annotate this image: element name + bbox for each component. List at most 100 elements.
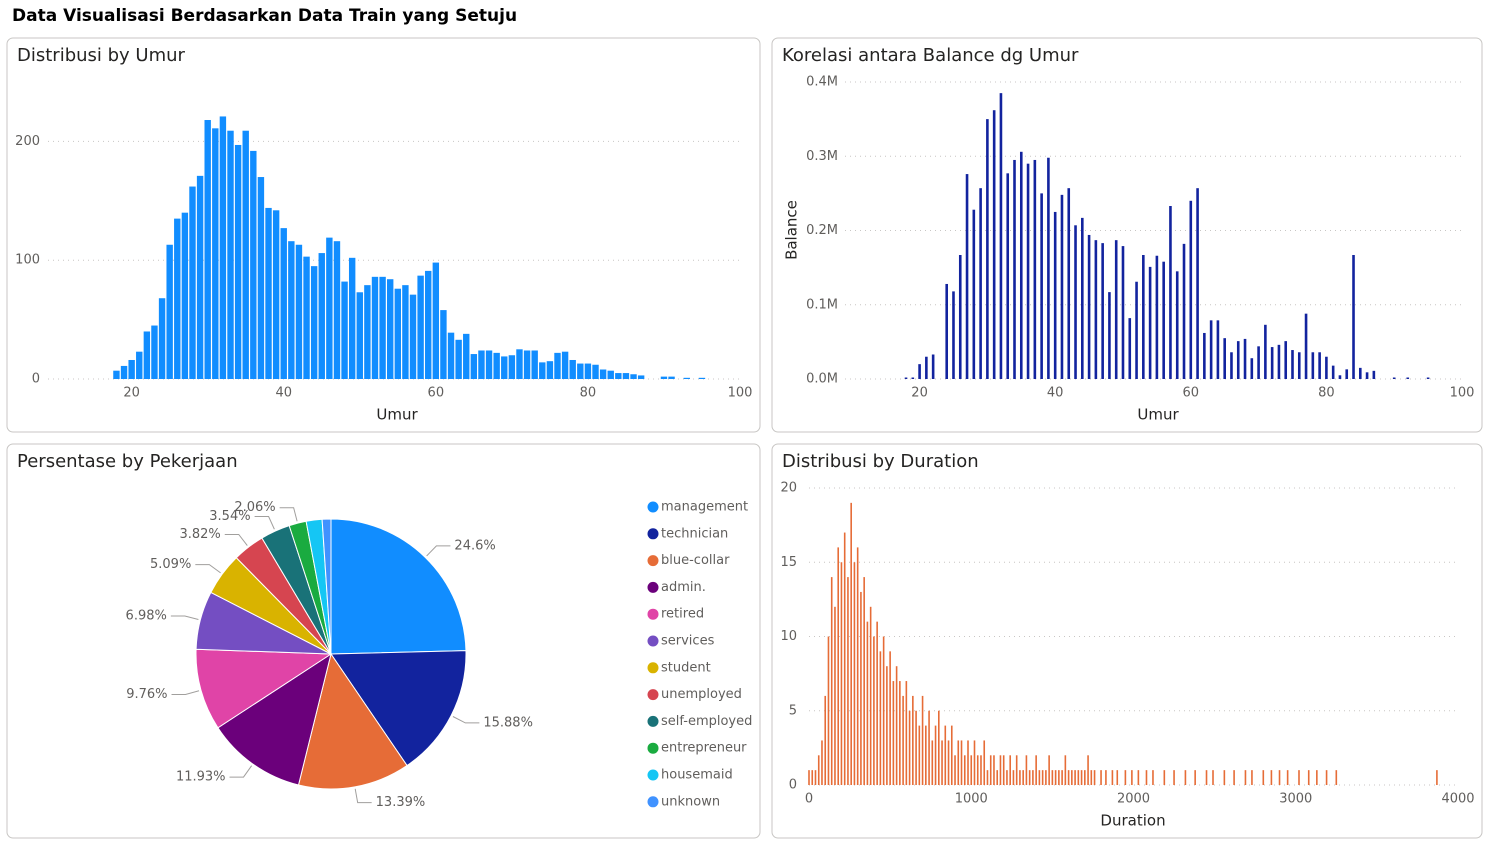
bar bbox=[1135, 281, 1138, 379]
legend-marker bbox=[647, 635, 659, 647]
bar bbox=[1436, 770, 1438, 785]
bar bbox=[941, 740, 943, 785]
bar bbox=[1250, 358, 1254, 379]
data-label: 2.06% bbox=[234, 500, 275, 515]
bar bbox=[303, 256, 310, 379]
bar bbox=[1074, 225, 1077, 379]
x-tick-label: 20 bbox=[911, 386, 928, 401]
bar bbox=[288, 241, 295, 379]
bar bbox=[196, 175, 204, 379]
bar bbox=[908, 710, 911, 785]
bar bbox=[1352, 255, 1355, 379]
bar bbox=[983, 740, 986, 785]
x-tick-label: 0 bbox=[805, 792, 813, 807]
bar bbox=[341, 281, 348, 379]
x-axis-title: Duration bbox=[1100, 812, 1165, 830]
bar bbox=[569, 359, 576, 379]
bar bbox=[143, 331, 151, 379]
bar bbox=[1318, 352, 1321, 379]
bar bbox=[895, 666, 898, 785]
bar bbox=[1077, 770, 1080, 785]
bar bbox=[698, 377, 706, 379]
y-tick-label: 0.1M bbox=[806, 297, 838, 312]
bar bbox=[257, 177, 265, 379]
bar bbox=[1325, 770, 1328, 785]
bar bbox=[1262, 770, 1265, 785]
bar bbox=[1196, 188, 1199, 379]
bar bbox=[181, 212, 189, 379]
bar bbox=[850, 502, 852, 785]
bar bbox=[1304, 313, 1308, 379]
bar bbox=[1233, 770, 1235, 785]
legend-label: unemployed bbox=[661, 687, 742, 702]
bar bbox=[272, 210, 280, 379]
bar bbox=[326, 237, 333, 379]
bar bbox=[1012, 770, 1015, 785]
bar bbox=[1048, 755, 1050, 785]
bar bbox=[1182, 243, 1186, 379]
bar bbox=[1216, 320, 1220, 379]
bar bbox=[1019, 151, 1023, 379]
bar bbox=[402, 285, 409, 379]
leader-line bbox=[195, 564, 221, 574]
bar bbox=[1080, 770, 1083, 785]
legend-label: management bbox=[661, 500, 748, 515]
bar bbox=[1009, 755, 1011, 785]
bar bbox=[934, 725, 937, 785]
data-label: 11.93% bbox=[176, 770, 226, 785]
bar bbox=[523, 350, 531, 379]
bar bbox=[1358, 367, 1362, 379]
bar bbox=[1243, 338, 1247, 379]
y-tick-label: 0 bbox=[789, 778, 797, 793]
bar bbox=[1081, 217, 1084, 379]
bar bbox=[1006, 173, 1010, 379]
leader-line bbox=[229, 765, 253, 778]
chart-title: Distribusi by Duration bbox=[782, 451, 979, 472]
bar bbox=[1152, 770, 1154, 785]
legend-marker bbox=[647, 742, 659, 754]
legend-label: entrepreneur bbox=[661, 741, 747, 756]
chart-title: Distribusi by Umur bbox=[17, 45, 186, 66]
bar bbox=[561, 351, 569, 379]
bar bbox=[280, 228, 287, 379]
legend-label: services bbox=[661, 634, 715, 649]
bar bbox=[394, 288, 402, 379]
bar bbox=[824, 695, 827, 785]
bar bbox=[1286, 770, 1289, 785]
x-tick-label: 60 bbox=[428, 386, 445, 401]
bar bbox=[1169, 205, 1172, 379]
bar bbox=[840, 562, 843, 785]
bar bbox=[1108, 292, 1111, 379]
bar bbox=[1131, 770, 1133, 785]
bar bbox=[1173, 770, 1175, 785]
pie-slice bbox=[330, 650, 467, 767]
bar bbox=[1038, 770, 1041, 785]
bar bbox=[1155, 255, 1159, 379]
bar bbox=[1163, 770, 1166, 785]
bar bbox=[989, 755, 992, 785]
bar bbox=[1244, 770, 1247, 785]
bar bbox=[986, 119, 989, 379]
x-axis-title: Umur bbox=[1137, 406, 1179, 424]
bar bbox=[1162, 261, 1165, 379]
bar bbox=[837, 547, 840, 785]
bar bbox=[539, 362, 546, 379]
bar bbox=[1194, 770, 1196, 785]
y-tick-label: 100 bbox=[15, 253, 40, 268]
legend-label: retired bbox=[661, 607, 704, 622]
bar bbox=[950, 725, 953, 785]
bar bbox=[827, 636, 830, 785]
bar bbox=[1257, 346, 1260, 379]
bar bbox=[1053, 211, 1057, 379]
bar bbox=[386, 279, 394, 379]
bar bbox=[879, 651, 882, 785]
bar bbox=[905, 681, 908, 785]
bar bbox=[364, 285, 371, 379]
bar bbox=[1022, 770, 1024, 785]
bar bbox=[811, 770, 814, 785]
bar bbox=[455, 339, 462, 379]
bar bbox=[501, 356, 508, 379]
data-label: 24.6% bbox=[454, 538, 495, 553]
